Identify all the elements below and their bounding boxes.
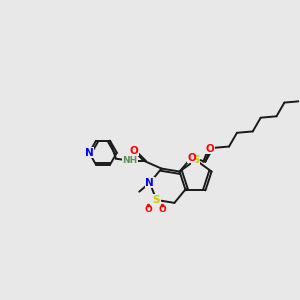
Text: N: N (146, 178, 154, 188)
Text: S: S (192, 155, 199, 165)
Text: NH: NH (122, 156, 137, 165)
Text: O: O (145, 205, 152, 214)
Text: O: O (206, 144, 214, 154)
Text: O: O (187, 153, 196, 163)
Text: O: O (129, 146, 138, 156)
Text: O: O (158, 205, 166, 214)
Text: N: N (85, 148, 94, 158)
Text: S: S (153, 195, 160, 205)
